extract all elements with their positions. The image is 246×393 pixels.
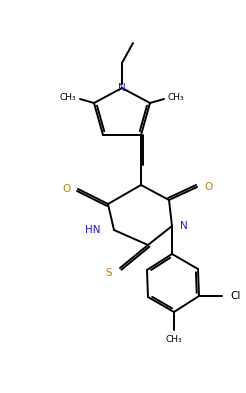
Text: Cl: Cl	[230, 291, 240, 301]
Text: CH₃: CH₃	[166, 336, 182, 345]
Text: O: O	[204, 182, 212, 192]
Text: O: O	[63, 184, 71, 194]
Text: HN: HN	[84, 225, 100, 235]
Text: N: N	[118, 83, 126, 93]
Text: CH₃: CH₃	[59, 94, 76, 103]
Text: S: S	[105, 268, 112, 278]
Text: CH₃: CH₃	[168, 94, 185, 103]
Text: N: N	[180, 221, 188, 231]
